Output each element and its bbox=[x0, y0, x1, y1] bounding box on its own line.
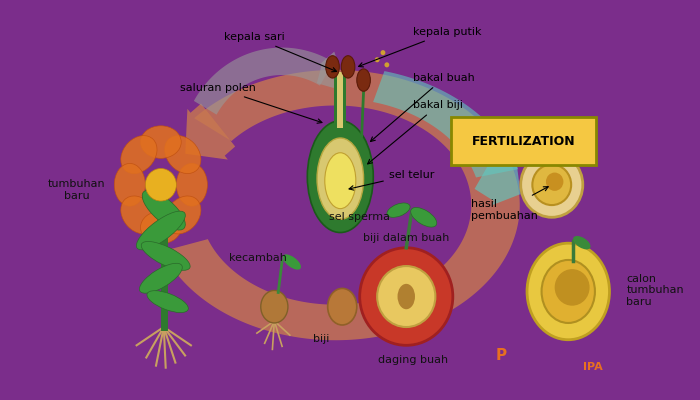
Text: bakal buah: bakal buah bbox=[370, 73, 475, 142]
Ellipse shape bbox=[136, 211, 186, 250]
Polygon shape bbox=[373, 71, 518, 178]
Ellipse shape bbox=[283, 254, 301, 270]
Ellipse shape bbox=[164, 196, 201, 234]
Ellipse shape bbox=[527, 243, 610, 340]
FancyBboxPatch shape bbox=[451, 117, 596, 166]
Circle shape bbox=[546, 172, 564, 191]
Polygon shape bbox=[162, 70, 519, 340]
Text: tumbuhan
baru: tumbuhan baru bbox=[48, 179, 105, 201]
FancyArrow shape bbox=[317, 52, 340, 88]
Text: calon
tumbuhan
baru: calon tumbuhan baru bbox=[626, 274, 684, 307]
Text: IPA: IPA bbox=[583, 362, 603, 372]
Text: biji: biji bbox=[313, 334, 329, 344]
Ellipse shape bbox=[147, 291, 188, 312]
Text: kepala sari: kepala sari bbox=[224, 32, 337, 72]
Circle shape bbox=[381, 50, 386, 55]
Ellipse shape bbox=[387, 203, 410, 217]
Ellipse shape bbox=[139, 263, 182, 293]
Polygon shape bbox=[194, 48, 333, 115]
Ellipse shape bbox=[261, 290, 288, 323]
Ellipse shape bbox=[121, 136, 157, 174]
Ellipse shape bbox=[328, 288, 357, 325]
Ellipse shape bbox=[357, 69, 370, 91]
Text: sel telur: sel telur bbox=[349, 170, 434, 190]
Ellipse shape bbox=[176, 164, 207, 206]
Bar bbox=[337, 72, 343, 128]
Ellipse shape bbox=[142, 190, 186, 230]
Ellipse shape bbox=[542, 260, 595, 323]
Text: FERTILIZATION: FERTILIZATION bbox=[472, 134, 575, 148]
Text: kecambah: kecambah bbox=[229, 253, 287, 263]
Text: kepala putik: kepala putik bbox=[358, 27, 482, 67]
Ellipse shape bbox=[114, 164, 146, 206]
Ellipse shape bbox=[317, 138, 363, 219]
Ellipse shape bbox=[326, 56, 340, 78]
Text: elajaran: elajaran bbox=[504, 348, 568, 362]
Text: sel sperma: sel sperma bbox=[329, 212, 390, 222]
Circle shape bbox=[521, 152, 583, 217]
Ellipse shape bbox=[325, 153, 356, 209]
Ellipse shape bbox=[141, 211, 181, 244]
Ellipse shape bbox=[307, 121, 373, 232]
Ellipse shape bbox=[411, 208, 437, 227]
Circle shape bbox=[374, 57, 379, 62]
Bar bbox=[335, 72, 346, 128]
Text: daging buah: daging buah bbox=[378, 354, 448, 364]
Ellipse shape bbox=[121, 196, 157, 234]
Circle shape bbox=[377, 266, 435, 327]
FancyArrow shape bbox=[475, 154, 521, 206]
Circle shape bbox=[146, 168, 176, 201]
Text: P: P bbox=[496, 348, 507, 362]
Circle shape bbox=[384, 62, 389, 67]
FancyArrow shape bbox=[186, 104, 235, 160]
Ellipse shape bbox=[141, 242, 190, 270]
Circle shape bbox=[554, 269, 589, 306]
Text: saluran polen: saluran polen bbox=[181, 83, 322, 123]
Ellipse shape bbox=[164, 136, 201, 174]
Ellipse shape bbox=[342, 56, 355, 78]
Text: bakal biji: bakal biji bbox=[368, 100, 463, 164]
Ellipse shape bbox=[573, 236, 591, 250]
Circle shape bbox=[360, 248, 453, 345]
Circle shape bbox=[533, 164, 571, 205]
Text: hasil
pembuahan: hasil pembuahan bbox=[471, 187, 548, 221]
Ellipse shape bbox=[398, 284, 415, 309]
Ellipse shape bbox=[141, 126, 181, 158]
Text: biji dalam buah: biji dalam buah bbox=[363, 232, 449, 242]
